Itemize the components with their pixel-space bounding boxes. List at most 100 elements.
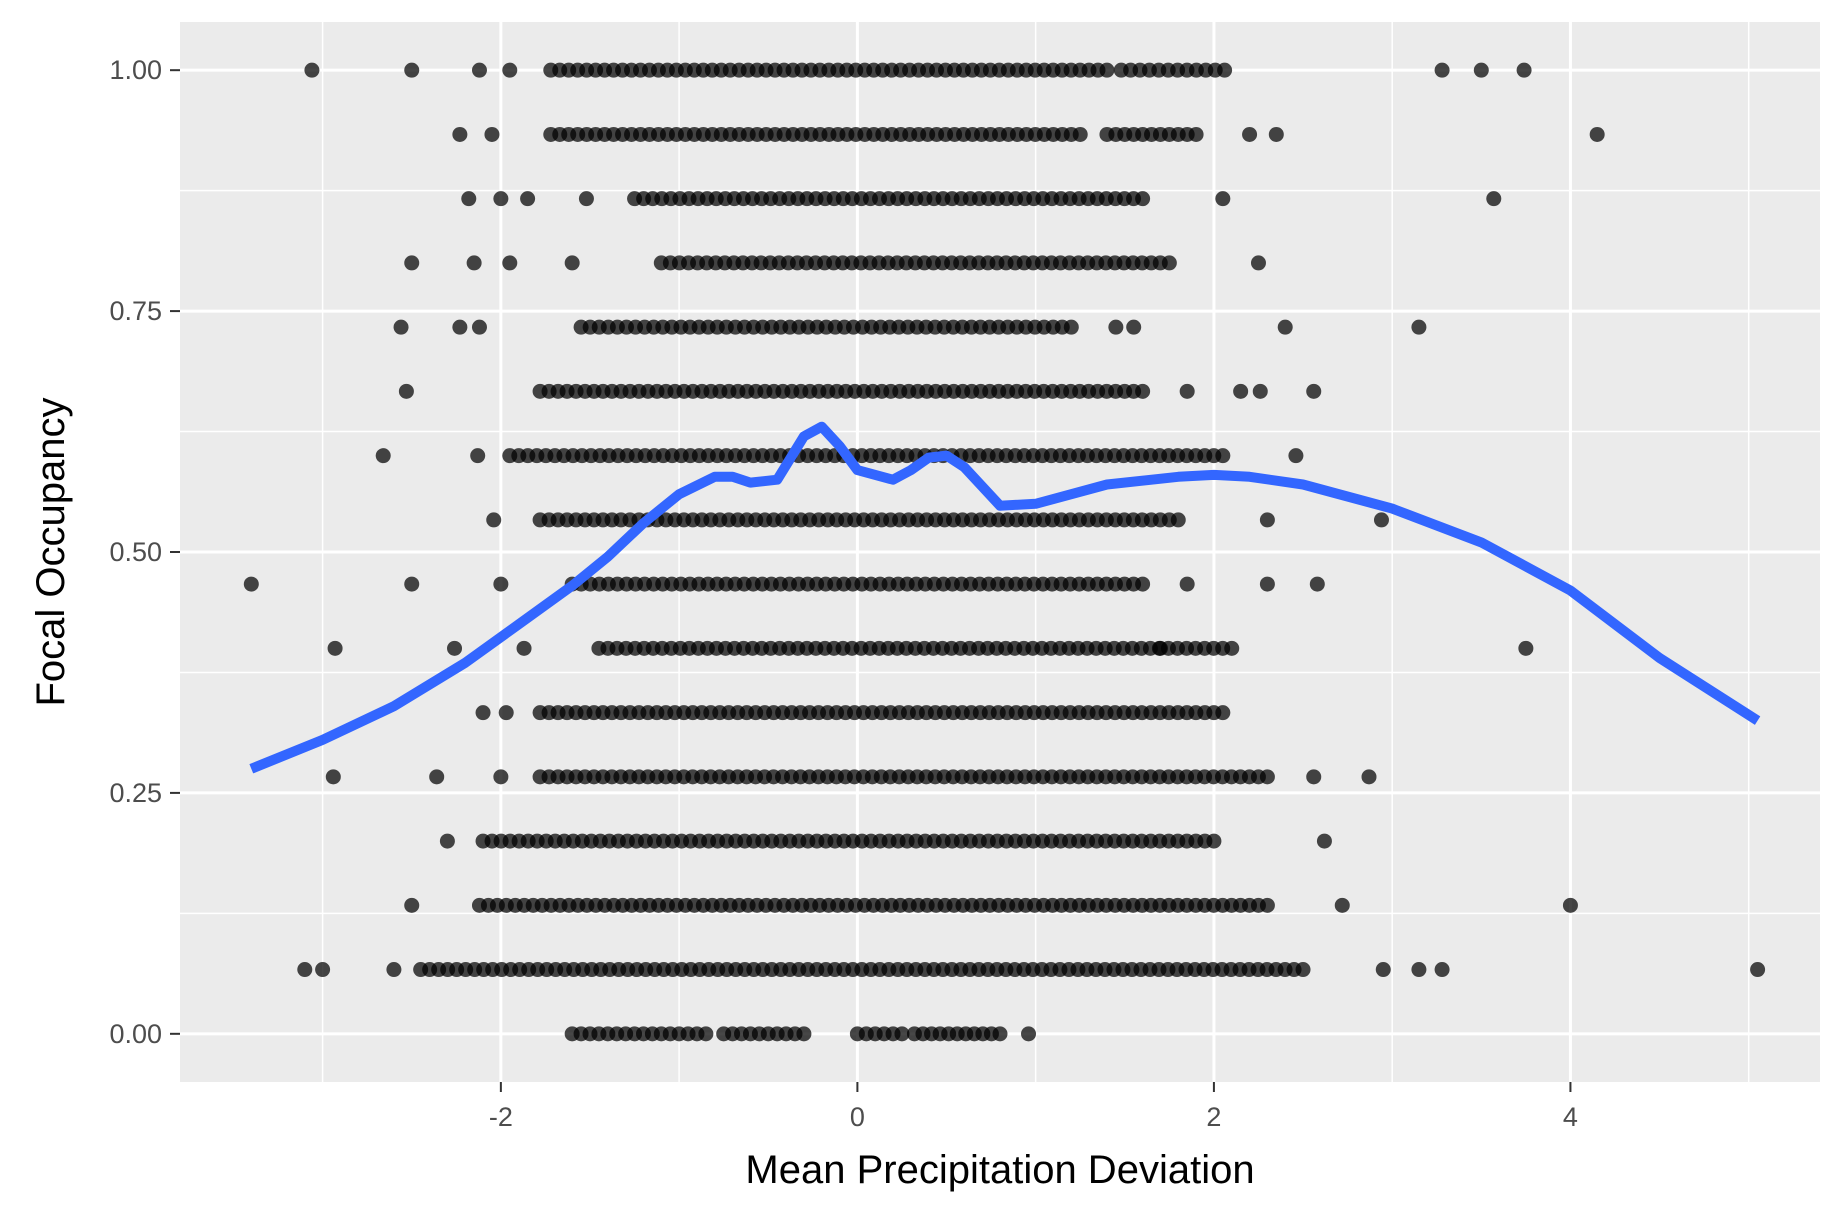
x-tick-label: 0 [850, 1102, 865, 1132]
data-point [493, 191, 509, 207]
data-point [475, 705, 491, 721]
data-point [1268, 126, 1284, 142]
data-point [1215, 705, 1231, 721]
data-point [461, 191, 477, 207]
data-point [502, 255, 518, 271]
data-point [1516, 62, 1532, 78]
data-point [1277, 319, 1293, 335]
data-point [447, 640, 463, 656]
data-point [1750, 962, 1766, 978]
data-point [404, 255, 420, 271]
data-point [393, 319, 409, 335]
data-point [698, 1026, 714, 1042]
data-point [1206, 833, 1222, 849]
data-point [1135, 191, 1151, 207]
data-point [471, 319, 487, 335]
x-axis: -2 0 2 4 [489, 1082, 1578, 1132]
x-tick-label: -2 [489, 1102, 513, 1132]
data-point [1411, 962, 1427, 978]
data-point [1108, 319, 1124, 335]
y-axis: 0.00 0.25 0.50 0.75 1.00 [109, 55, 180, 1049]
data-point [578, 191, 594, 207]
data-point [439, 833, 455, 849]
data-point [1589, 126, 1605, 142]
data-point [516, 640, 532, 656]
data-point [493, 769, 509, 785]
data-point [1233, 383, 1249, 399]
data-point [1242, 126, 1258, 142]
data-point [375, 448, 391, 464]
data-point [297, 962, 313, 978]
data-point [1179, 576, 1195, 592]
data-point [1562, 897, 1578, 913]
data-point [243, 576, 259, 592]
data-point [894, 1026, 910, 1042]
data-point [1334, 897, 1350, 913]
data-point [1259, 576, 1275, 592]
data-point [1126, 319, 1142, 335]
y-tick-label: 0.75 [109, 296, 162, 326]
data-point [1170, 512, 1186, 528]
data-point [1099, 62, 1115, 78]
data-point [1215, 448, 1231, 464]
data-point [1250, 255, 1266, 271]
data-point [404, 62, 420, 78]
data-points [243, 62, 1766, 1042]
data-point [404, 897, 420, 913]
data-point [429, 769, 445, 785]
data-point [1411, 319, 1427, 335]
data-point [1518, 640, 1534, 656]
data-point [1288, 448, 1304, 464]
x-tick-label: 4 [1563, 1102, 1578, 1132]
data-point [796, 1026, 812, 1042]
data-point [1434, 962, 1450, 978]
data-point [1135, 383, 1151, 399]
smooth-trend-line [249, 421, 1761, 774]
data-point [315, 962, 331, 978]
data-point [404, 576, 420, 592]
data-point [564, 255, 580, 271]
data-point [1309, 576, 1325, 592]
data-point [471, 62, 487, 78]
data-point [452, 319, 468, 335]
y-tick-label: 0.25 [109, 778, 162, 808]
data-point [520, 191, 536, 207]
data-point [1306, 383, 1322, 399]
data-point [304, 62, 320, 78]
x-tick-label: 2 [1206, 1102, 1221, 1132]
data-point [1135, 576, 1151, 592]
data-point [1361, 769, 1377, 785]
data-point [498, 705, 514, 721]
data-point [1252, 383, 1268, 399]
data-point [398, 383, 414, 399]
data-point [1072, 126, 1088, 142]
y-tick-label: 0.50 [109, 537, 162, 567]
x-axis-title: Mean Precipitation Deviation [745, 1148, 1254, 1192]
data-point [386, 962, 402, 978]
data-point [486, 512, 502, 528]
data-point [1259, 897, 1275, 913]
data-point [1215, 191, 1231, 207]
data-point [1306, 769, 1322, 785]
data-point [992, 1026, 1008, 1042]
data-point [1259, 512, 1275, 528]
data-point [1486, 191, 1502, 207]
data-point [493, 576, 509, 592]
data-point [1063, 319, 1079, 335]
data-point [502, 62, 518, 78]
data-point [1473, 62, 1489, 78]
data-point [1161, 255, 1177, 271]
data-point [1179, 383, 1195, 399]
y-tick-label: 0.00 [109, 1019, 162, 1049]
data-point [1224, 640, 1240, 656]
y-tick-label: 1.00 [109, 55, 162, 85]
data-point [484, 126, 500, 142]
data-point [1373, 512, 1389, 528]
data-point [325, 769, 341, 785]
data-point [1316, 833, 1332, 849]
data-point [327, 640, 343, 656]
data-point [1259, 769, 1275, 785]
data-point [1217, 62, 1233, 78]
data-point [1021, 1026, 1037, 1042]
